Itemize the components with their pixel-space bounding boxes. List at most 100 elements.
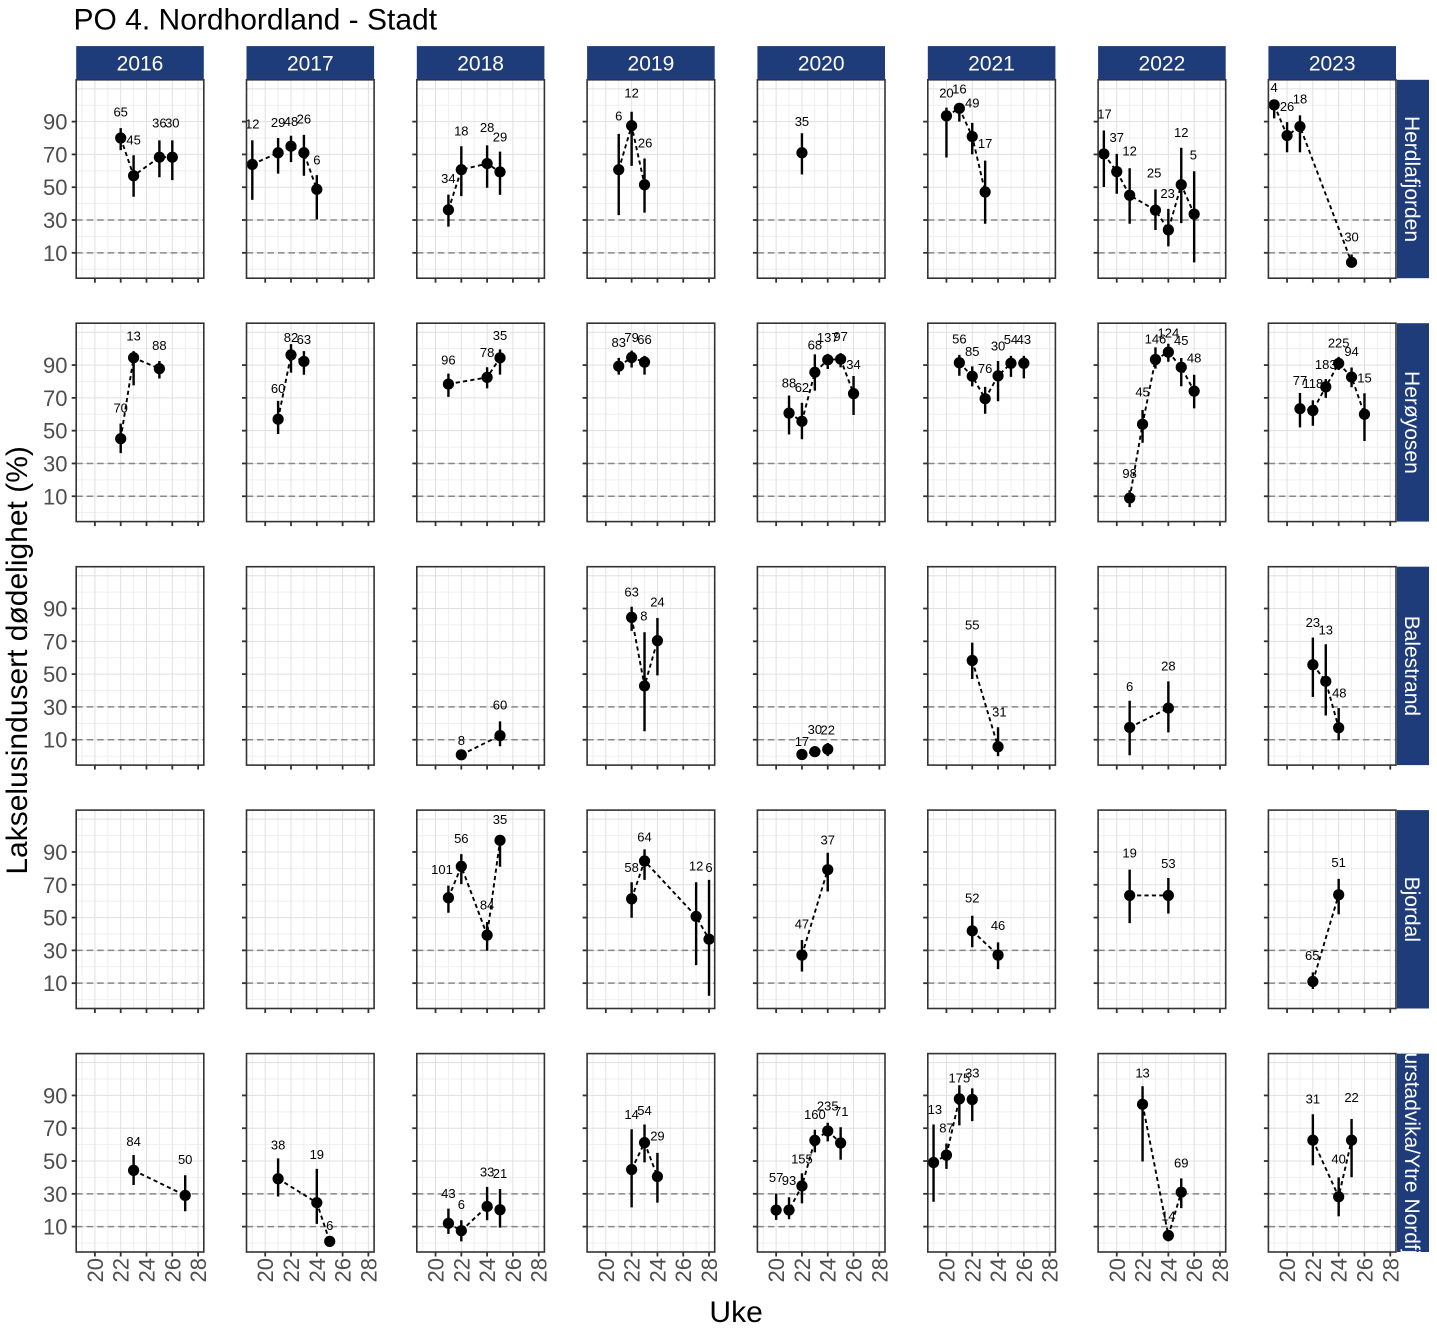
- svg-text:60: 60: [493, 697, 507, 712]
- svg-text:94: 94: [1344, 344, 1358, 359]
- svg-text:10: 10: [43, 1215, 67, 1240]
- svg-text:2018: 2018: [457, 53, 504, 76]
- svg-text:26: 26: [297, 111, 311, 126]
- svg-text:17: 17: [1097, 107, 1111, 122]
- svg-text:88: 88: [152, 338, 166, 353]
- svg-text:5: 5: [1190, 147, 1197, 162]
- svg-text:30: 30: [991, 338, 1005, 353]
- svg-text:63: 63: [624, 585, 638, 600]
- svg-text:34: 34: [846, 357, 860, 372]
- svg-text:64: 64: [637, 829, 651, 844]
- svg-text:78: 78: [480, 345, 494, 360]
- svg-text:160: 160: [804, 1107, 826, 1122]
- svg-text:2022: 2022: [1139, 53, 1186, 76]
- svg-text:50: 50: [43, 1149, 67, 1174]
- svg-text:22: 22: [1344, 1090, 1358, 1105]
- svg-text:118: 118: [1303, 376, 1324, 391]
- svg-text:10: 10: [43, 241, 67, 266]
- svg-text:12: 12: [245, 117, 259, 132]
- svg-text:26: 26: [331, 1258, 356, 1282]
- svg-text:24: 24: [305, 1258, 330, 1282]
- svg-text:13: 13: [928, 1102, 942, 1117]
- svg-text:28: 28: [186, 1258, 211, 1282]
- svg-text:PO 4. Nordhordland - Stadt: PO 4. Nordhordland - Stadt: [74, 4, 438, 37]
- svg-text:97: 97: [833, 329, 847, 344]
- svg-text:Herdlafjorden: Herdlafjorden: [1400, 116, 1423, 242]
- svg-text:45: 45: [1135, 384, 1149, 399]
- svg-text:63: 63: [297, 332, 311, 347]
- svg-text:35: 35: [493, 328, 507, 343]
- svg-text:55: 55: [965, 617, 979, 632]
- svg-text:23: 23: [1306, 615, 1320, 630]
- svg-text:24: 24: [816, 1258, 841, 1282]
- svg-text:17: 17: [795, 734, 809, 749]
- svg-text:22: 22: [1131, 1258, 1156, 1282]
- svg-text:56: 56: [454, 831, 468, 846]
- svg-text:34: 34: [441, 171, 455, 186]
- svg-text:76: 76: [978, 361, 992, 376]
- svg-text:12: 12: [1122, 144, 1136, 159]
- svg-text:28: 28: [527, 1258, 552, 1282]
- svg-text:Bjordal: Bjordal: [1400, 877, 1423, 942]
- svg-text:90: 90: [43, 597, 67, 622]
- svg-text:65: 65: [1305, 948, 1319, 963]
- svg-text:50: 50: [178, 1152, 192, 1167]
- svg-text:18: 18: [454, 123, 468, 138]
- svg-text:93: 93: [782, 1173, 796, 1188]
- svg-text:30: 30: [808, 722, 822, 737]
- svg-text:6: 6: [705, 860, 712, 875]
- svg-text:83: 83: [611, 335, 625, 350]
- svg-text:6: 6: [326, 1218, 333, 1233]
- svg-text:21: 21: [493, 1166, 507, 1181]
- svg-text:45: 45: [126, 132, 140, 147]
- svg-text:38: 38: [271, 1138, 285, 1153]
- svg-text:33: 33: [965, 1065, 979, 1080]
- svg-text:50: 50: [43, 662, 67, 687]
- svg-text:19: 19: [1122, 846, 1136, 861]
- svg-text:46: 46: [991, 918, 1005, 933]
- svg-text:36: 36: [152, 116, 166, 131]
- svg-text:23: 23: [1160, 186, 1174, 201]
- svg-text:28: 28: [697, 1258, 722, 1282]
- svg-text:28: 28: [1208, 1258, 1233, 1282]
- svg-text:24: 24: [986, 1258, 1011, 1282]
- svg-text:10: 10: [43, 971, 67, 996]
- svg-text:146: 146: [1145, 331, 1167, 346]
- svg-text:24: 24: [135, 1258, 160, 1282]
- svg-text:30: 30: [43, 938, 67, 963]
- svg-text:13: 13: [1319, 622, 1333, 637]
- svg-text:28: 28: [480, 120, 494, 135]
- svg-text:31: 31: [1306, 1092, 1320, 1107]
- svg-text:30: 30: [43, 1182, 67, 1207]
- svg-text:90: 90: [43, 1083, 67, 1108]
- svg-text:47: 47: [795, 916, 809, 931]
- svg-text:22: 22: [1301, 1258, 1326, 1282]
- svg-text:28: 28: [356, 1258, 381, 1282]
- svg-text:8: 8: [458, 733, 465, 748]
- svg-text:20: 20: [939, 86, 953, 101]
- svg-text:6: 6: [458, 1197, 465, 1212]
- svg-text:84: 84: [126, 1134, 140, 1149]
- svg-text:49: 49: [965, 96, 979, 111]
- svg-text:50: 50: [43, 175, 67, 200]
- svg-text:43: 43: [441, 1186, 455, 1201]
- svg-text:2021: 2021: [968, 53, 1015, 76]
- svg-text:37: 37: [821, 832, 835, 847]
- svg-text:12: 12: [689, 859, 703, 874]
- svg-text:13: 13: [126, 329, 140, 344]
- svg-text:22: 22: [620, 1258, 645, 1282]
- svg-text:26: 26: [1012, 1258, 1037, 1282]
- svg-text:87: 87: [939, 1120, 953, 1135]
- svg-text:26: 26: [1182, 1258, 1207, 1282]
- svg-text:2020: 2020: [798, 53, 845, 76]
- svg-text:85: 85: [965, 344, 979, 359]
- svg-text:22: 22: [960, 1258, 985, 1282]
- svg-text:235: 235: [817, 1098, 839, 1113]
- svg-text:48: 48: [1187, 350, 1201, 365]
- svg-text:25: 25: [1147, 166, 1161, 181]
- svg-text:90: 90: [43, 353, 67, 378]
- svg-text:14: 14: [624, 1107, 638, 1122]
- svg-text:20: 20: [253, 1258, 278, 1282]
- svg-text:22: 22: [821, 723, 835, 738]
- svg-text:20: 20: [1275, 1258, 1300, 1282]
